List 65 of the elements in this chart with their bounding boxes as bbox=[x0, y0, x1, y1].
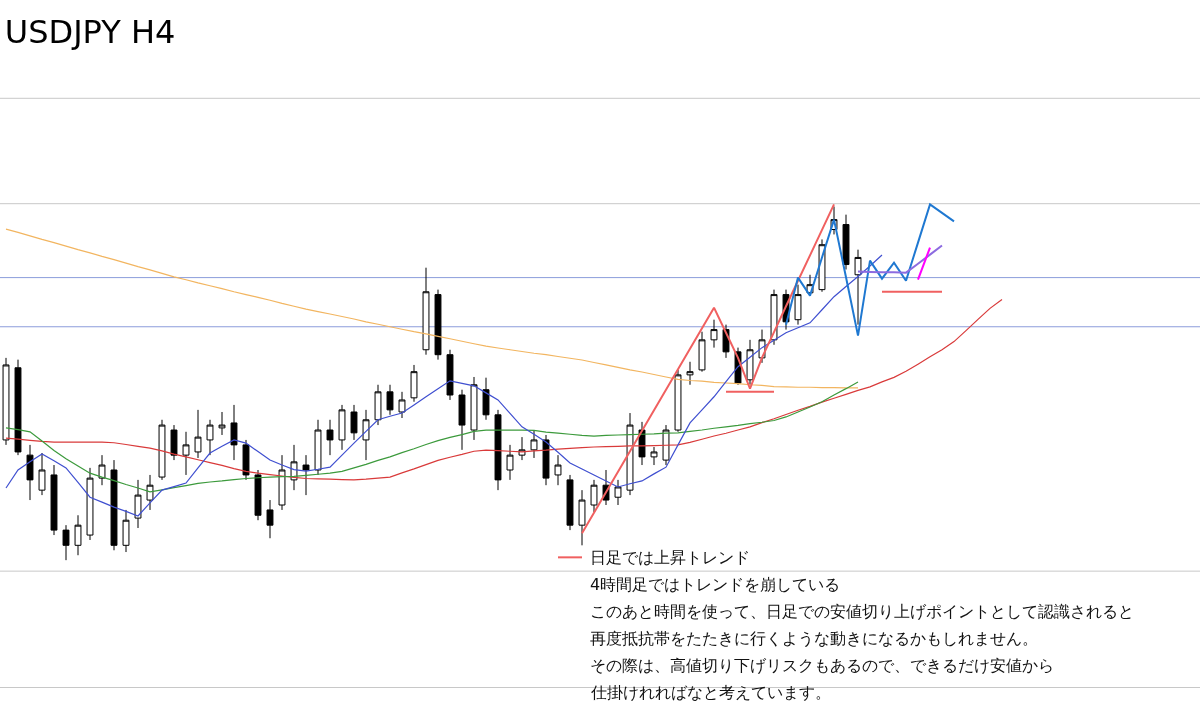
candlestick bbox=[542, 434, 550, 486]
candlestick bbox=[194, 409, 202, 459]
candlestick bbox=[326, 419, 334, 456]
candlestick bbox=[710, 319, 718, 349]
candlestick bbox=[470, 376, 478, 441]
candlestick bbox=[110, 459, 118, 551]
text: その際は、高値切り下げリスクもあるので、できるだけ安値から bbox=[590, 656, 1054, 675]
candlestick bbox=[122, 509, 130, 553]
candlestick bbox=[230, 404, 238, 461]
candlestick bbox=[650, 446, 658, 466]
candlestick bbox=[86, 467, 94, 541]
candlestick bbox=[182, 431, 190, 476]
candlestick bbox=[50, 464, 58, 536]
candlestick bbox=[374, 384, 382, 426]
text: このあと時間を使って、日足での安値切り上げポイントとして認識されると bbox=[590, 602, 1134, 621]
candlestick bbox=[170, 424, 178, 461]
candlestick bbox=[350, 404, 358, 441]
candlestick bbox=[554, 454, 562, 486]
text: 仕掛けれればなと考えています。 bbox=[590, 683, 831, 702]
candlestick bbox=[38, 452, 46, 496]
candlestick bbox=[482, 377, 490, 421]
candlestick bbox=[746, 339, 754, 386]
candlestick bbox=[686, 361, 694, 386]
candlestick bbox=[434, 289, 442, 361]
candlestick bbox=[842, 214, 850, 270]
candlestick bbox=[266, 499, 274, 539]
text: 再度抵抗帯をたたきに行くような動きになるかもしれません。 bbox=[590, 629, 1038, 648]
candlestick bbox=[794, 284, 802, 326]
candlestick bbox=[74, 514, 82, 556]
candlestick bbox=[158, 419, 166, 481]
candlestick bbox=[254, 469, 262, 521]
candlestick bbox=[134, 479, 142, 529]
candlestick bbox=[338, 404, 346, 451]
candlestick bbox=[362, 409, 370, 461]
candlestick bbox=[398, 391, 406, 419]
chart-title: USDJPY H4 bbox=[4, 13, 176, 52]
candlestick bbox=[422, 267, 430, 356]
candlestick bbox=[242, 439, 250, 481]
candlestick bbox=[854, 249, 862, 326]
candlestick bbox=[302, 454, 310, 496]
candlestick bbox=[386, 384, 394, 416]
candlestick bbox=[62, 524, 70, 561]
text: 4時間足ではトレンドを崩している bbox=[590, 575, 841, 594]
candlestick bbox=[314, 419, 322, 476]
candlestick bbox=[566, 474, 574, 531]
candlestick bbox=[494, 409, 502, 491]
candlestick bbox=[458, 389, 466, 451]
candlestick bbox=[662, 424, 670, 466]
candlestick bbox=[26, 444, 34, 501]
candlestick bbox=[530, 429, 538, 459]
candlestick bbox=[674, 369, 682, 433]
candlestick bbox=[578, 489, 586, 546]
candlestick bbox=[206, 419, 214, 456]
candlestick bbox=[98, 454, 106, 486]
candlestick bbox=[698, 331, 706, 373]
candlestick bbox=[446, 349, 454, 401]
candlestick bbox=[614, 479, 622, 506]
candlestick bbox=[410, 364, 418, 403]
candlestick bbox=[146, 474, 154, 511]
candlestick bbox=[506, 444, 514, 481]
candlestick bbox=[218, 411, 226, 436]
candlestick bbox=[278, 454, 286, 511]
candlestick bbox=[14, 359, 22, 456]
annotation: 日足では上昇トレンド bbox=[590, 548, 750, 567]
candlestick bbox=[590, 479, 598, 513]
